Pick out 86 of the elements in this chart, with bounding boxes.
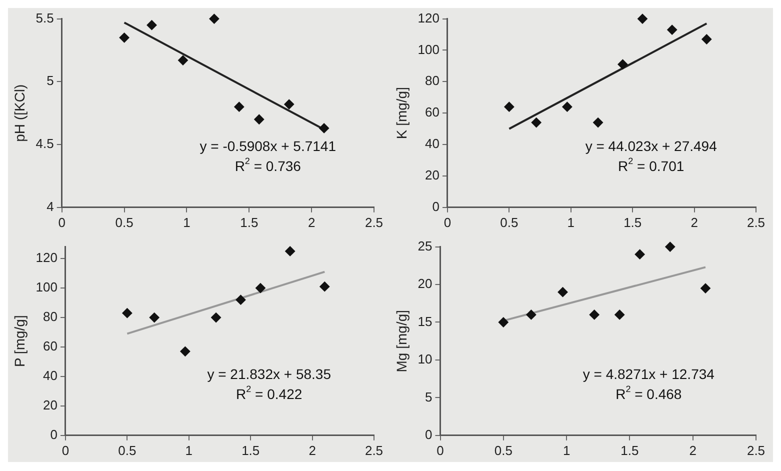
- y-axis-title: K [mg/g]: [393, 87, 410, 140]
- x-tick-label: 2: [308, 214, 316, 230]
- x-tick-label: 1.5: [624, 214, 642, 230]
- y-tick-label: 40: [425, 136, 440, 152]
- y-tick-label: 4.5: [36, 136, 54, 152]
- point: [504, 102, 514, 112]
- point: [593, 118, 604, 128]
- point: [254, 114, 264, 124]
- y-tick-label: 0: [50, 426, 58, 442]
- y-tick-label: 4: [46, 198, 54, 214]
- point: [119, 32, 130, 43]
- y-axis-title: Mg [mg/g]: [393, 310, 410, 372]
- point: [284, 99, 294, 110]
- point: [209, 14, 220, 24]
- annotation: y = 44.023x + 27.494: [585, 138, 718, 154]
- y-tick-label: 20: [425, 168, 440, 183]
- y-tick-label: 120: [36, 250, 58, 266]
- point: [178, 55, 188, 66]
- point: [667, 24, 678, 35]
- x-tick-label: 2: [308, 442, 316, 458]
- y-tick-label: 20: [43, 398, 58, 413]
- point: [234, 102, 244, 112]
- x-tick-label: 0.5: [494, 442, 512, 458]
- point: [498, 317, 508, 328]
- x-tick-label: 2: [689, 442, 696, 458]
- y-tick-label: 120: [418, 10, 440, 26]
- point: [589, 310, 600, 320]
- point: [319, 123, 330, 134]
- x-tick-label: 1: [185, 442, 193, 458]
- point: [255, 283, 266, 294]
- point: [562, 102, 572, 112]
- y-tick-label: 20: [418, 276, 432, 292]
- x-tick-label: 0: [444, 214, 452, 230]
- point: [285, 246, 296, 256]
- y-tick-label: 60: [43, 338, 58, 354]
- y-tick-label: 100: [418, 42, 440, 57]
- x-tick-label: 1: [562, 442, 570, 458]
- y-tick-label: 0: [425, 426, 432, 442]
- y-tick-label: 40: [43, 368, 58, 384]
- point: [637, 14, 648, 24]
- point: [558, 287, 568, 298]
- x-tick-label: 1: [567, 214, 575, 230]
- point: [700, 283, 710, 294]
- x-tick-label: 1.5: [242, 442, 260, 458]
- point: [320, 282, 330, 292]
- y-tick-label: 0: [432, 198, 440, 214]
- x-tick-label: 0.5: [500, 214, 518, 230]
- point: [236, 294, 246, 305]
- y-tick-label: 5: [425, 389, 432, 404]
- y-tick-label: 100: [36, 280, 58, 295]
- x-tick-label: 2: [690, 214, 698, 230]
- y-axis-title: pH ([KCl): [11, 84, 28, 142]
- point: [614, 310, 625, 320]
- y-tick-label: 80: [43, 309, 58, 324]
- x-tick-label: 1.5: [240, 214, 258, 230]
- point: [618, 59, 628, 70]
- annotation: y = 21.832x + 58.35: [207, 366, 332, 382]
- point: [665, 242, 676, 252]
- point: [634, 249, 645, 260]
- point: [531, 118, 542, 128]
- point: [526, 310, 536, 320]
- y-tick-label: 5.5: [36, 10, 54, 26]
- x-tick-label: 0.5: [118, 442, 136, 458]
- y-tick-label: 5: [46, 73, 54, 88]
- x-tick-label: 2.5: [364, 442, 384, 458]
- y-tick-label: 15: [418, 314, 432, 329]
- x-tick-label: 2.5: [746, 214, 766, 230]
- y-axis-title: P [mg/g]: [11, 315, 28, 368]
- annotation: y = 4.8271x + 12.734: [582, 366, 715, 382]
- y-tick-label: 25: [418, 238, 432, 254]
- point: [702, 34, 712, 44]
- x-tick-label: 0: [62, 442, 70, 458]
- y-tick-label: 10: [418, 352, 432, 367]
- x-tick-label: 1: [183, 214, 190, 230]
- x-tick-label: 1.5: [620, 442, 639, 458]
- point: [149, 312, 160, 323]
- annotation: y = -0.5908x + 5.7141: [200, 138, 336, 154]
- point: [146, 20, 157, 30]
- y-tick-label: 80: [425, 73, 440, 88]
- point: [122, 308, 132, 318]
- y-tick-label: 60: [425, 104, 440, 120]
- point: [180, 346, 190, 356]
- x-tick-label: 2.5: [746, 442, 766, 458]
- x-tick-label: 2.5: [364, 214, 384, 230]
- point: [211, 312, 222, 323]
- x-tick-label: 0.5: [115, 214, 134, 230]
